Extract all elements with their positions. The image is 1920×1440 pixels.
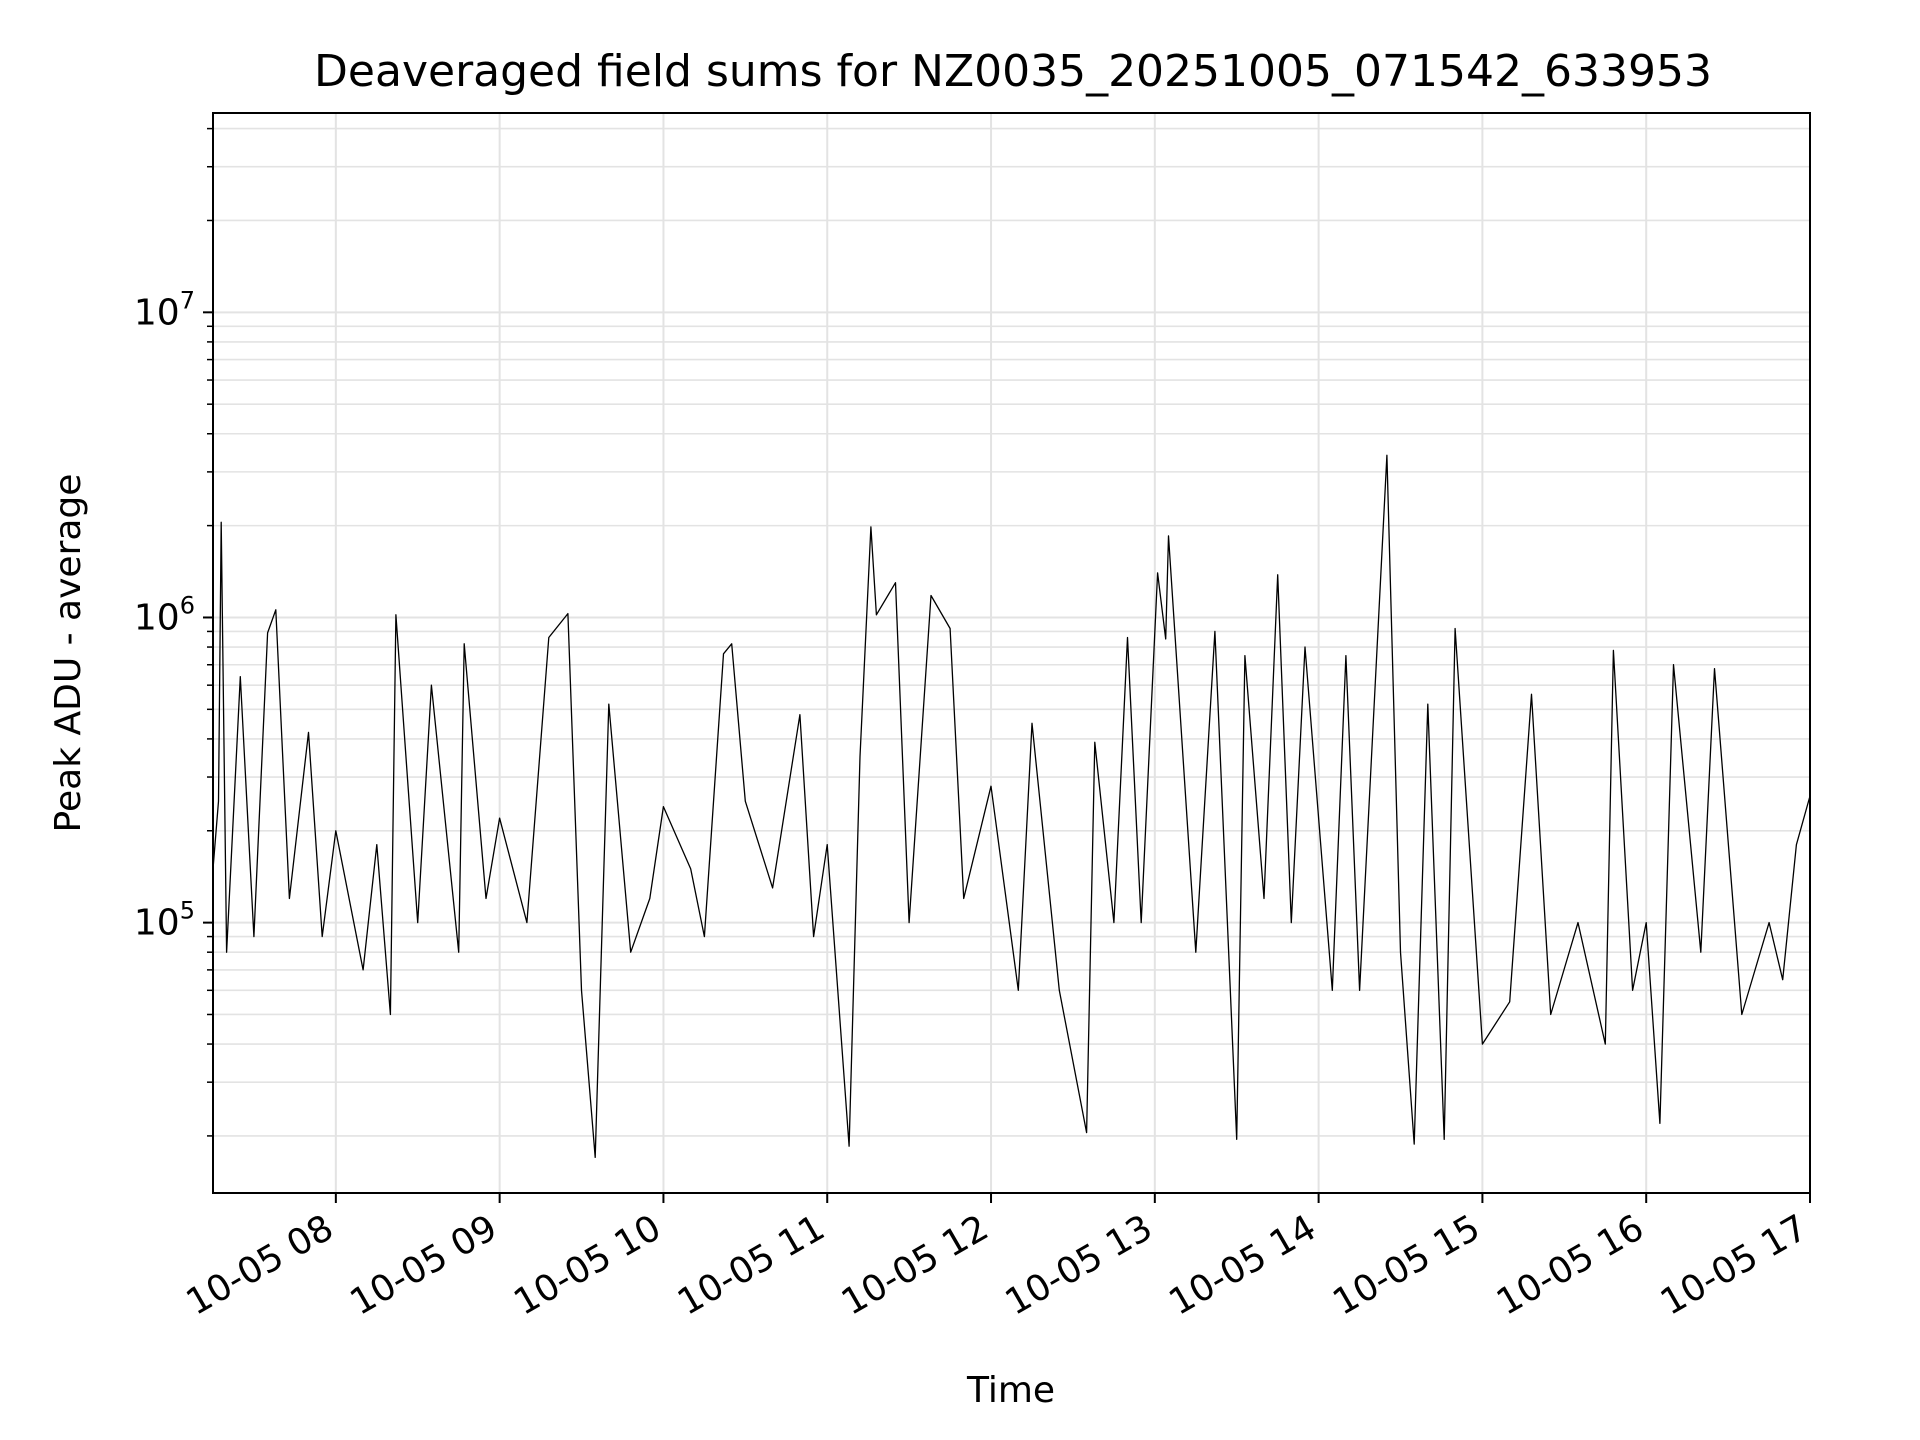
chart-title: Deaveraged field sums for NZ0035_2025100…	[314, 46, 1712, 97]
series-line	[212, 454, 1811, 1159]
plot-frame	[212, 112, 1811, 1194]
y-tick-label: 106	[134, 591, 195, 638]
y-tick-label: 107	[134, 286, 195, 333]
y-axis-label: Peak ADU - average	[48, 474, 89, 833]
grid	[213, 113, 1810, 1193]
x-axis-label: Time	[966, 1370, 1055, 1411]
data-series	[212, 454, 1811, 1159]
